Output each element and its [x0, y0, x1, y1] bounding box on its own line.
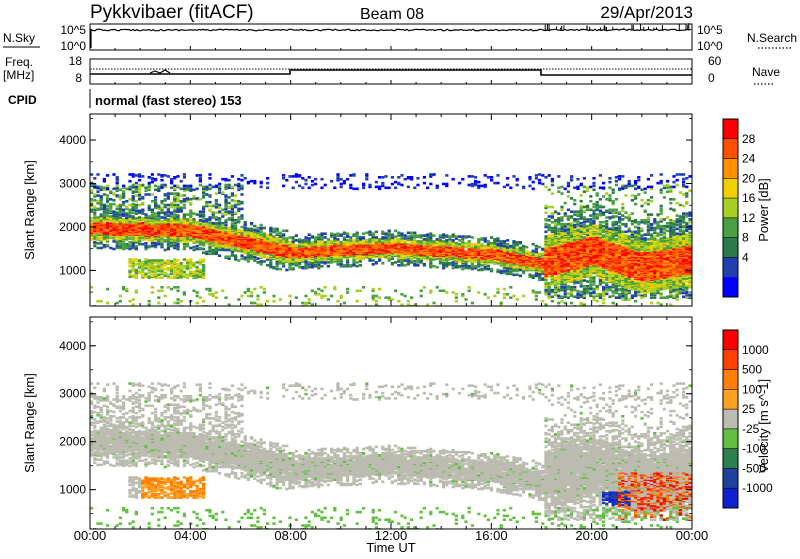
y-tick-label: 1000: [59, 483, 86, 497]
x-axis-label: Time UT: [366, 540, 415, 554]
velocity-colorbar-label: Velocity [m s^-1]: [756, 379, 771, 473]
colorbar-segment: [723, 119, 738, 139]
nave-tick-top: 60: [708, 54, 722, 68]
velocity-ylabel: Slant Range [km]: [22, 373, 37, 473]
y-tick-label: 2000: [59, 435, 86, 449]
colorbar-segment: [723, 370, 738, 390]
colorbar-tick-label: 12: [742, 211, 756, 225]
colorbar-segment: [723, 139, 738, 159]
x-tick-label: 00:00: [676, 528, 709, 543]
station-title: Pykkvibaer (fitACF): [90, 2, 254, 23]
y-tick-label: 4000: [59, 339, 86, 353]
nave-tick-bottom: 0: [708, 71, 715, 85]
colorbar-segment: [723, 488, 738, 508]
nsearch-tick-bottom: 10^0: [697, 39, 723, 53]
colorbar-tick-label: 24: [742, 152, 756, 166]
colorbar-segment: [723, 257, 738, 277]
y-tick-label: 3000: [59, 177, 86, 191]
colorbar-segment: [723, 330, 738, 350]
colorbar-segment: [723, 178, 738, 198]
freq-tick-top: 18: [69, 54, 83, 68]
colorbar-segment: [723, 429, 738, 449]
power-colorbar-label: Power [dB]: [756, 178, 771, 242]
x-tick-label: 16:00: [475, 528, 508, 543]
nsearch-tick-top: 10^5: [697, 23, 723, 37]
power-colorbar: 28 24 20 16 12 8 4: [723, 119, 756, 298]
freq-label: Freq.: [5, 55, 33, 69]
cpid-value: normal (fast stereo) 153: [95, 93, 242, 108]
colorbar-tick-label: 500: [742, 363, 762, 377]
mhz-label: [MHz]: [3, 68, 34, 82]
freq-trace: [90, 70, 692, 75]
colorbar-segment: [723, 468, 738, 488]
nsky-trace: [91, 23, 691, 48]
colorbar-tick-label: 16: [742, 191, 756, 205]
colorbar-tick-label: 28: [742, 132, 756, 146]
colorbar-segment: [723, 218, 738, 238]
colorbar-tick-label: 25: [742, 402, 756, 416]
x-tick-label: 04:00: [174, 528, 207, 543]
colorbar-segment: [723, 238, 738, 258]
nave-label: Nave: [752, 65, 780, 79]
freq-tick-bottom: 8: [75, 71, 82, 85]
y-tick-label: 1000: [59, 263, 86, 277]
colorbar-segment: [723, 449, 738, 469]
x-tick-label: 08:00: [274, 528, 307, 543]
y-tick-label: 3000: [59, 387, 86, 401]
colorbar-segment: [723, 277, 738, 297]
x-tick-label: 00:00: [74, 528, 107, 543]
power-ylabel: Slant Range [km]: [22, 160, 37, 260]
colorbar-tick-label: 1000: [742, 343, 769, 357]
colorbar-segment: [723, 159, 738, 179]
colorbar-tick-label: 8: [742, 231, 749, 245]
colorbar-segment: [723, 198, 738, 218]
colorbar-tick-label: -1000: [742, 481, 773, 495]
velocity-data: [90, 382, 695, 530]
nsky-label: N.Sky: [3, 31, 35, 45]
date-title: 29/Apr/2013: [600, 3, 693, 22]
nsky-tick-top: 10^5: [60, 23, 86, 37]
beam-title: Beam 08: [360, 6, 424, 23]
nsearch-label: N.Search: [747, 31, 797, 45]
x-tick-label: 20:00: [575, 528, 608, 543]
y-tick-label: 4000: [59, 133, 86, 147]
y-tick-label: 2000: [59, 220, 86, 234]
colorbar-tick-label: 4: [742, 250, 749, 264]
colorbar-segment: [723, 409, 738, 429]
power-data: [90, 173, 695, 308]
cpid-label: CPID: [8, 93, 37, 107]
colorbar-segment: [723, 389, 738, 409]
colorbar-segment: [723, 350, 738, 370]
nsky-tick-bottom: 10^0: [60, 39, 86, 53]
colorbar-tick-label: 20: [742, 171, 756, 185]
